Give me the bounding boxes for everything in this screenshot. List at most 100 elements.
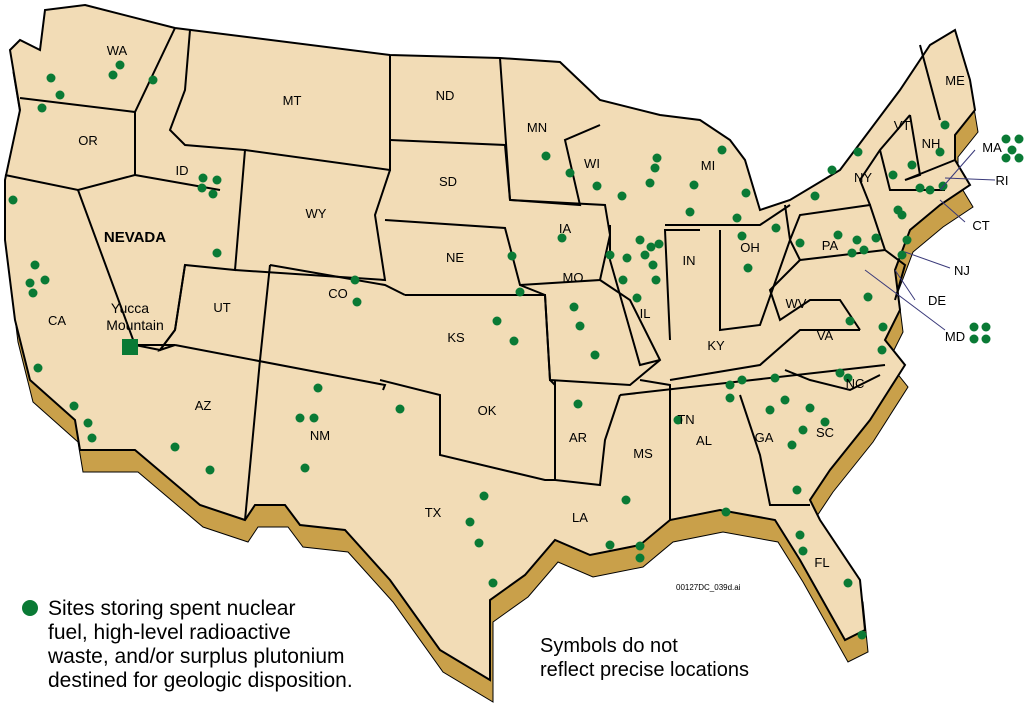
site-marker bbox=[981, 334, 991, 344]
site-marker bbox=[622, 253, 632, 263]
site-marker bbox=[770, 373, 780, 383]
state-label-nd: ND bbox=[436, 88, 455, 103]
site-marker bbox=[845, 316, 855, 326]
state-border bbox=[4, 112, 136, 192]
site-marker bbox=[635, 235, 645, 245]
state-label-ut: UT bbox=[213, 300, 230, 315]
state-border bbox=[904, 114, 956, 181]
state-border bbox=[269, 264, 406, 296]
site-marker bbox=[212, 175, 222, 185]
state-label-ks: KS bbox=[447, 330, 465, 345]
state-border bbox=[919, 44, 941, 121]
state-label-az: AZ bbox=[195, 398, 212, 413]
site-marker bbox=[827, 165, 837, 175]
site-marker bbox=[632, 293, 642, 303]
state-border bbox=[509, 199, 611, 236]
site-marker bbox=[871, 233, 881, 243]
site-marker bbox=[857, 630, 867, 640]
state-border bbox=[639, 379, 671, 520]
site-marker bbox=[792, 485, 802, 495]
state-label-ar: AR bbox=[569, 430, 587, 445]
state-label-nh: NH bbox=[922, 136, 941, 151]
state-label-or: OR bbox=[78, 133, 98, 148]
state-label-sd: SD bbox=[439, 174, 457, 189]
site-marker bbox=[509, 336, 519, 346]
callout-lines bbox=[864, 149, 996, 331]
yucca-label-1: Yucca bbox=[111, 300, 149, 316]
site-marker bbox=[479, 491, 489, 501]
state-border bbox=[669, 329, 860, 381]
site-marker bbox=[55, 90, 65, 100]
site-marker bbox=[208, 189, 218, 199]
state-border bbox=[663, 229, 700, 341]
site-marker bbox=[309, 413, 319, 423]
site-marker bbox=[847, 248, 857, 258]
site-marker bbox=[507, 251, 517, 261]
map-land bbox=[4, 3, 977, 682]
state-border bbox=[768, 259, 861, 331]
legend-text: Sites storing spent nuclear fuel, high-l… bbox=[48, 597, 353, 692]
file-id: 00127DC_039d.ai bbox=[676, 583, 741, 592]
state-border bbox=[665, 204, 791, 226]
site-marker bbox=[87, 433, 97, 443]
site-marker bbox=[843, 578, 853, 588]
precision-note: Symbols do not reflect precise locations bbox=[540, 635, 749, 681]
site-marker bbox=[573, 399, 583, 409]
site-marker bbox=[300, 463, 310, 473]
site-marker bbox=[725, 393, 735, 403]
site-marker bbox=[605, 250, 615, 260]
site-marker bbox=[108, 70, 118, 80]
state-label-mn: MN bbox=[527, 120, 547, 135]
site-marker bbox=[902, 235, 912, 245]
site-marker bbox=[30, 260, 40, 270]
site-marker bbox=[352, 297, 362, 307]
site-marker bbox=[878, 322, 888, 332]
site-marker bbox=[28, 288, 38, 298]
state-label-mo: MO bbox=[563, 270, 584, 285]
site-marker bbox=[935, 147, 945, 157]
site-marker bbox=[732, 213, 742, 223]
state-label-nj: NJ bbox=[954, 263, 970, 278]
state-label-la: LA bbox=[572, 510, 588, 525]
site-marker bbox=[565, 168, 575, 178]
site-marker bbox=[798, 546, 808, 556]
state-label-vt: VT bbox=[894, 118, 911, 133]
site-marker bbox=[635, 553, 645, 563]
yucca-label-2: Mountain bbox=[106, 317, 164, 333]
state-border bbox=[719, 204, 792, 332]
site-marker bbox=[313, 383, 323, 393]
state-label-wa: WA bbox=[107, 43, 128, 58]
state-label-de: DE bbox=[928, 293, 946, 308]
state-label-ms: MS bbox=[633, 446, 653, 461]
site-marker bbox=[1007, 145, 1017, 155]
site-marker bbox=[635, 541, 645, 551]
site-marker bbox=[350, 275, 360, 285]
state-label-me: ME bbox=[945, 73, 965, 88]
state-label-ma: MA bbox=[982, 140, 1002, 155]
site-marker bbox=[646, 242, 656, 252]
state-border bbox=[784, 369, 881, 392]
site-marker bbox=[650, 163, 660, 173]
state-label-mi: MI bbox=[701, 158, 715, 173]
state-label-ga: GA bbox=[755, 430, 774, 445]
site-marker bbox=[795, 238, 805, 248]
site-marker bbox=[940, 120, 950, 130]
site-marker bbox=[617, 191, 627, 201]
site-marker bbox=[651, 275, 661, 285]
site-marker bbox=[69, 401, 79, 411]
site-marker bbox=[541, 151, 551, 161]
site-marker bbox=[833, 230, 843, 240]
state-label-oh: OH bbox=[740, 240, 760, 255]
site-marker bbox=[969, 334, 979, 344]
state-border bbox=[244, 264, 271, 521]
state-borders bbox=[4, 27, 956, 521]
site-marker bbox=[810, 191, 820, 201]
state-border bbox=[544, 279, 662, 387]
site-marker bbox=[592, 181, 602, 191]
state-label-nm: NM bbox=[310, 428, 330, 443]
site-marker bbox=[115, 60, 125, 70]
state-label-va: VA bbox=[817, 328, 834, 343]
site-marker bbox=[725, 380, 735, 390]
site-marker bbox=[569, 302, 579, 312]
